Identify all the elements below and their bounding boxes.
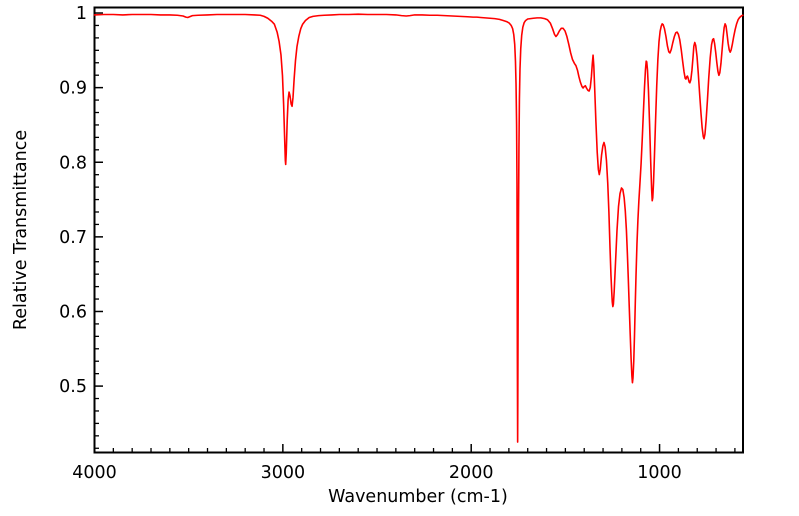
y-tick-label: 1 bbox=[76, 4, 87, 24]
x-tick-label: 1000 bbox=[637, 463, 682, 483]
y-tick-label: 0.9 bbox=[59, 79, 87, 99]
y-tick-label: 0.7 bbox=[59, 228, 87, 248]
x-tick-label: 4000 bbox=[72, 463, 117, 483]
spectrum-line bbox=[93, 13, 744, 443]
y-axis-title: Relative Transmittance bbox=[11, 129, 31, 331]
y-tick-label: 0.6 bbox=[59, 302, 87, 322]
y-tick-label: 0.8 bbox=[59, 153, 87, 173]
plot-frame bbox=[93, 6, 744, 454]
x-tick-label: 2000 bbox=[449, 463, 494, 483]
x-tick-label: 3000 bbox=[261, 463, 306, 483]
x-axis-title: Wavenumber (cm-1) bbox=[328, 487, 508, 507]
y-tick-label: 0.5 bbox=[59, 377, 87, 397]
